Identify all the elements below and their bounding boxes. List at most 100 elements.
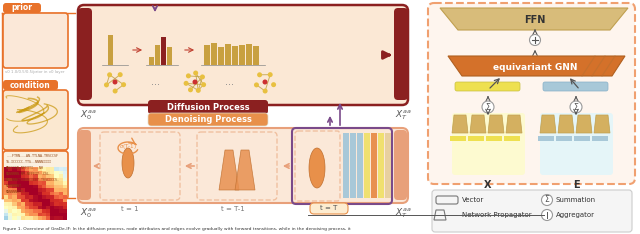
FancyBboxPatch shape bbox=[540, 113, 613, 175]
FancyBboxPatch shape bbox=[3, 3, 41, 13]
Text: NNCCCGN-NFFTTI-..NH: NNCCCGN-NFFTTI-..NH bbox=[6, 166, 44, 170]
Circle shape bbox=[104, 82, 109, 88]
Bar bbox=[574, 136, 590, 141]
Circle shape bbox=[200, 74, 205, 79]
Circle shape bbox=[193, 70, 198, 76]
FancyBboxPatch shape bbox=[3, 90, 68, 150]
Polygon shape bbox=[470, 115, 486, 133]
Text: NNNNNNHTT...: NNNNNNHTT... bbox=[6, 190, 30, 194]
Circle shape bbox=[482, 101, 494, 113]
Bar bbox=[253, 46, 259, 65]
Bar bbox=[204, 45, 210, 65]
FancyBboxPatch shape bbox=[394, 8, 408, 100]
Bar bbox=[350, 133, 356, 198]
Circle shape bbox=[541, 194, 552, 205]
Text: $X_0^{aa}$: $X_0^{aa}$ bbox=[80, 206, 96, 219]
Circle shape bbox=[201, 82, 206, 87]
Polygon shape bbox=[576, 115, 592, 133]
Text: Network Propagator: Network Propagator bbox=[462, 212, 532, 218]
Polygon shape bbox=[540, 115, 556, 133]
Circle shape bbox=[121, 82, 126, 87]
Circle shape bbox=[257, 72, 262, 77]
Text: equivariant GNN: equivariant GNN bbox=[493, 62, 577, 72]
Text: $\sigma$(T-1): $\sigma$(T-1) bbox=[119, 142, 137, 151]
Polygon shape bbox=[448, 56, 625, 76]
Bar bbox=[378, 133, 384, 198]
Polygon shape bbox=[594, 115, 610, 133]
Polygon shape bbox=[440, 8, 628, 30]
Text: NNNNNNCT-CSSCICET-TRSCICCS-: NNNNNNCT-CSSCICET-TRSCICCS- bbox=[6, 178, 60, 182]
Circle shape bbox=[262, 88, 268, 94]
Circle shape bbox=[107, 72, 112, 77]
Circle shape bbox=[570, 101, 582, 113]
FancyBboxPatch shape bbox=[78, 128, 408, 203]
Text: Vector: Vector bbox=[462, 197, 484, 203]
Bar bbox=[468, 136, 484, 141]
FancyBboxPatch shape bbox=[148, 100, 268, 114]
Bar bbox=[232, 46, 238, 65]
Text: v0 1.0/0.5/0.5/prior in v0 layer: v0 1.0/0.5/0.5/prior in v0 layer bbox=[5, 70, 65, 74]
Text: NNNNNNN-NT-NFFFIT-.CSL-: NNNNNNN-NT-NFFFIT-.CSL- bbox=[6, 172, 52, 176]
Text: $X_T^{aa}$: $X_T^{aa}$ bbox=[395, 108, 412, 121]
Bar bbox=[450, 136, 466, 141]
Text: TG-ICCCCC-TTG--NNNNIIII: TG-ICCCCC-TTG--NNNNIIII bbox=[6, 160, 52, 164]
FancyBboxPatch shape bbox=[310, 203, 348, 214]
Bar bbox=[364, 133, 370, 198]
Circle shape bbox=[254, 82, 259, 88]
Bar bbox=[239, 45, 245, 65]
Text: ...: ... bbox=[225, 77, 234, 87]
Circle shape bbox=[262, 80, 268, 84]
Circle shape bbox=[118, 72, 123, 77]
Text: Figure 1. Overview of GraDe-IF: In the diffusion process, node attributes and ed: Figure 1. Overview of GraDe-IF: In the d… bbox=[3, 227, 351, 231]
Circle shape bbox=[541, 209, 552, 220]
FancyBboxPatch shape bbox=[3, 13, 68, 68]
Bar bbox=[155, 45, 160, 65]
Text: Σ: Σ bbox=[486, 102, 490, 111]
Bar bbox=[504, 136, 520, 141]
Text: $X_T^{aa}$: $X_T^{aa}$ bbox=[395, 206, 412, 219]
Bar bbox=[167, 47, 172, 65]
FancyBboxPatch shape bbox=[428, 3, 635, 184]
Bar bbox=[371, 133, 377, 198]
FancyBboxPatch shape bbox=[455, 82, 520, 91]
Bar bbox=[357, 133, 363, 198]
FancyBboxPatch shape bbox=[543, 82, 608, 91]
Bar bbox=[161, 37, 166, 65]
Text: ...: ... bbox=[150, 77, 159, 87]
Bar bbox=[592, 136, 608, 141]
Bar bbox=[108, 35, 113, 65]
FancyBboxPatch shape bbox=[78, 8, 92, 100]
FancyBboxPatch shape bbox=[148, 113, 268, 126]
Polygon shape bbox=[558, 115, 574, 133]
Polygon shape bbox=[506, 115, 522, 133]
Circle shape bbox=[529, 34, 541, 45]
Polygon shape bbox=[488, 115, 504, 133]
Bar bbox=[538, 136, 554, 141]
Polygon shape bbox=[122, 148, 134, 178]
Text: FFN: FFN bbox=[524, 15, 546, 25]
Text: Aggregator: Aggregator bbox=[556, 212, 595, 218]
Circle shape bbox=[193, 80, 198, 84]
Polygon shape bbox=[219, 150, 239, 190]
Circle shape bbox=[196, 88, 201, 93]
Text: condition: condition bbox=[10, 80, 51, 89]
Bar bbox=[343, 133, 349, 198]
FancyBboxPatch shape bbox=[3, 80, 58, 90]
FancyBboxPatch shape bbox=[78, 5, 408, 105]
FancyBboxPatch shape bbox=[78, 130, 91, 200]
Polygon shape bbox=[452, 115, 468, 133]
Bar bbox=[486, 136, 502, 141]
Circle shape bbox=[184, 81, 189, 86]
Bar bbox=[246, 44, 252, 65]
Text: ...FTRN---AN-TTLNA-TRSCCSF: ...FTRN---AN-TTLNA-TRSCCSF bbox=[6, 154, 58, 158]
Circle shape bbox=[271, 82, 276, 87]
Text: E: E bbox=[573, 180, 579, 190]
Circle shape bbox=[113, 88, 118, 94]
Bar bbox=[225, 44, 231, 65]
Circle shape bbox=[113, 80, 118, 84]
Text: NCNNNNNT-: NCNNNNNT- bbox=[6, 184, 24, 188]
Bar bbox=[218, 47, 224, 65]
Text: t = T-1: t = T-1 bbox=[221, 206, 245, 212]
FancyBboxPatch shape bbox=[3, 151, 68, 199]
Text: Summation: Summation bbox=[556, 197, 596, 203]
